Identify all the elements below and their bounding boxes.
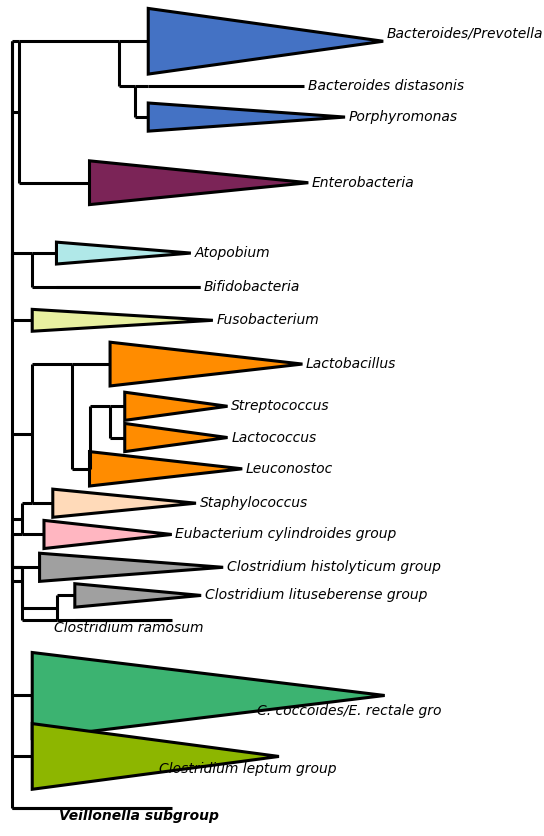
Text: Atopobium: Atopobium xyxy=(195,246,270,260)
Text: Clostridium ramosum: Clostridium ramosum xyxy=(54,621,204,635)
Polygon shape xyxy=(149,103,345,131)
Text: Staphylococcus: Staphylococcus xyxy=(200,497,308,510)
Text: Fusobacterium: Fusobacterium xyxy=(217,314,319,328)
Polygon shape xyxy=(125,424,227,451)
Text: Clostridium leptum group: Clostridium leptum group xyxy=(159,762,337,776)
Polygon shape xyxy=(57,242,191,264)
Polygon shape xyxy=(53,489,196,517)
Text: Clostridium lituseberense group: Clostridium lituseberense group xyxy=(205,589,427,603)
Text: C. coccoides/E. rectale gro: C. coccoides/E. rectale gro xyxy=(257,704,441,718)
Polygon shape xyxy=(90,161,308,205)
Text: Clostridium histolyticum group: Clostridium histolyticum group xyxy=(227,560,441,574)
Polygon shape xyxy=(32,309,213,331)
Polygon shape xyxy=(75,584,201,607)
Polygon shape xyxy=(125,392,227,421)
Polygon shape xyxy=(40,553,223,581)
Text: Lactobacillus: Lactobacillus xyxy=(306,357,397,371)
Text: Bifidobacteria: Bifidobacteria xyxy=(203,280,300,293)
Text: Veillonella subgroup: Veillonella subgroup xyxy=(59,809,219,823)
Polygon shape xyxy=(32,724,279,789)
Text: Bacteroides/Prevotella: Bacteroides/Prevotella xyxy=(387,27,543,40)
Polygon shape xyxy=(110,342,302,386)
Text: Leuconostoc: Leuconostoc xyxy=(246,461,333,476)
Text: Porphyromonas: Porphyromonas xyxy=(349,110,458,124)
Text: Enterobacteria: Enterobacteria xyxy=(312,176,415,190)
Polygon shape xyxy=(149,8,383,74)
Text: Eubacterium cylindroides group: Eubacterium cylindroides group xyxy=(175,528,397,542)
Polygon shape xyxy=(44,520,172,548)
Text: Lactococcus: Lactococcus xyxy=(231,431,317,445)
Text: Streptococcus: Streptococcus xyxy=(231,400,330,413)
Polygon shape xyxy=(32,652,385,738)
Text: Bacteroides distasonis: Bacteroides distasonis xyxy=(308,79,465,93)
Polygon shape xyxy=(90,451,242,486)
